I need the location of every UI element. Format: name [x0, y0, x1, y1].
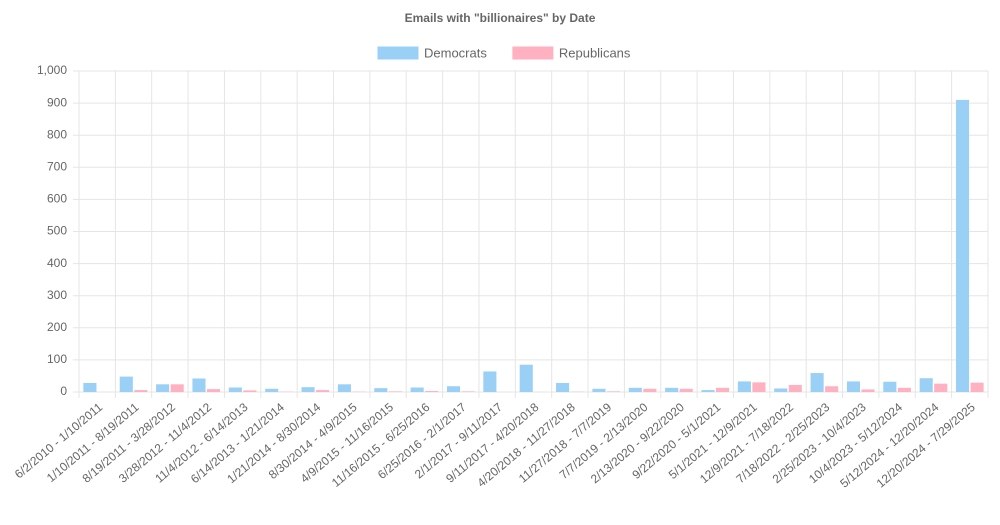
bar	[556, 383, 570, 392]
y-tick-label: 1,000	[37, 63, 67, 77]
bar	[425, 391, 439, 392]
bar	[374, 388, 388, 392]
y-tick-label: 0	[60, 384, 67, 398]
bar	[228, 387, 242, 392]
legend-swatch[interactable]	[377, 46, 419, 60]
y-tick-label: 600	[47, 192, 67, 206]
bar	[825, 386, 839, 392]
bar	[301, 387, 315, 392]
bar	[265, 388, 279, 392]
bar	[119, 376, 133, 392]
bar	[897, 387, 911, 392]
y-tick-label: 900	[47, 95, 67, 109]
bar	[134, 390, 148, 392]
bar	[861, 389, 875, 392]
bar	[446, 386, 461, 392]
bar	[606, 391, 621, 392]
bar	[592, 388, 606, 392]
y-tick-label: 400	[47, 256, 67, 270]
bar	[970, 382, 984, 392]
bar	[883, 381, 897, 392]
bar	[643, 388, 657, 392]
legend-label[interactable]: Republicans	[559, 45, 631, 60]
bar	[752, 382, 766, 392]
y-tick-label: 700	[47, 159, 67, 173]
y-tick-label: 200	[47, 320, 67, 334]
bar	[716, 387, 730, 392]
y-tick-label: 300	[47, 288, 67, 302]
y-tick-label: 100	[47, 352, 67, 366]
bar	[519, 364, 533, 392]
bar	[192, 378, 206, 392]
bar	[156, 384, 170, 392]
bar	[461, 391, 475, 392]
bar	[679, 388, 693, 392]
bar	[810, 373, 824, 392]
bar	[337, 384, 351, 392]
bar	[737, 381, 751, 392]
bar	[919, 378, 933, 392]
bar	[628, 387, 642, 392]
bar	[83, 383, 97, 392]
bar	[206, 389, 221, 392]
bar	[170, 384, 184, 392]
bar	[774, 388, 788, 392]
bar	[665, 387, 679, 392]
bar	[788, 384, 802, 392]
bar	[410, 387, 424, 392]
bar	[701, 390, 715, 392]
bar	[956, 99, 970, 392]
bar	[316, 390, 330, 392]
bar	[243, 390, 257, 392]
legend-swatch[interactable]	[512, 46, 554, 60]
legend-label[interactable]: Democrats	[424, 45, 487, 60]
bar	[846, 381, 861, 392]
bar	[483, 371, 497, 392]
bar	[388, 391, 402, 392]
y-tick-label: 500	[47, 224, 67, 238]
chart-title: Emails with "billionaires" by Date	[405, 11, 596, 25]
bar	[934, 383, 948, 392]
y-tick-label: 800	[47, 127, 67, 141]
